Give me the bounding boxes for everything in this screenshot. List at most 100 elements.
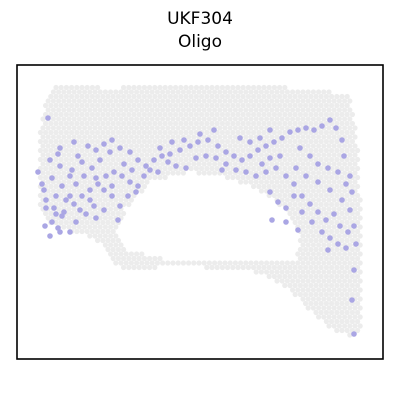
background-spot [147, 174, 153, 181]
background-spot [113, 224, 119, 230]
background-spot [40, 143, 46, 149]
background-spot [123, 170, 129, 176]
background-spot [282, 84, 288, 91]
highlight-spot [315, 179, 321, 185]
background-spot [245, 102, 251, 109]
background-spot [118, 179, 124, 185]
background-spot [204, 102, 210, 109]
background-spot [160, 116, 166, 122]
background-spot [147, 138, 153, 145]
background-spot [196, 116, 202, 122]
background-spot [339, 201, 345, 208]
background-spot [167, 165, 173, 172]
background-spot [347, 287, 353, 293]
background-spot [118, 116, 124, 122]
background-spot [334, 111, 340, 118]
background-spot [274, 179, 280, 185]
background-spot [323, 156, 329, 163]
background-spot [152, 111, 158, 118]
background-spot [295, 107, 301, 113]
background-spot [144, 98, 150, 104]
background-spot [342, 305, 348, 311]
background-spot [43, 120, 49, 127]
background-spot [152, 138, 158, 145]
background-spot [118, 242, 124, 248]
background-spot [108, 188, 114, 194]
background-spot [258, 179, 264, 185]
background-spot [256, 156, 262, 163]
background-spot [118, 152, 124, 158]
background-spot [131, 111, 137, 118]
background-spot [193, 147, 199, 154]
background-spot [191, 134, 197, 140]
background-spot [308, 210, 314, 217]
background-spot [115, 102, 121, 109]
background-spot [321, 143, 327, 149]
background-spot [318, 300, 324, 307]
highlight-spot [307, 201, 313, 207]
background-spot [82, 179, 88, 185]
highlight-spot [291, 181, 297, 187]
background-spot [121, 84, 127, 91]
background-spot [121, 120, 127, 127]
background-spot [217, 89, 223, 95]
background-spot [349, 201, 355, 208]
background-spot [149, 125, 155, 131]
background-spot [76, 98, 82, 104]
background-spot [334, 138, 340, 145]
background-spot [100, 201, 106, 208]
background-spot [240, 102, 246, 109]
background-spot [108, 206, 114, 212]
background-spot [61, 89, 67, 95]
background-spot [128, 89, 134, 95]
background-spot [95, 165, 101, 172]
background-spot [271, 84, 277, 91]
background-spot [261, 93, 267, 100]
background-spot [66, 206, 72, 212]
background-spot [261, 138, 267, 145]
background-spot [50, 107, 57, 113]
background-spot [76, 134, 82, 140]
chart-title: UKF304 [167, 9, 233, 29]
background-spot [232, 143, 238, 149]
background-spot [157, 255, 163, 262]
background-spot [344, 309, 350, 316]
background-spot [355, 210, 361, 217]
background-spot [102, 125, 108, 131]
background-spot [113, 233, 119, 239]
background-spot [110, 111, 116, 118]
background-spot [261, 264, 267, 271]
highlight-spot [63, 197, 69, 203]
background-spot [115, 237, 121, 244]
highlight-spot [117, 203, 123, 209]
background-spot [56, 125, 62, 131]
background-spot [136, 165, 142, 172]
background-spot [271, 264, 277, 271]
background-spot [277, 273, 283, 280]
background-spot [290, 287, 296, 293]
background-spot [74, 147, 80, 154]
background-spot [297, 138, 303, 145]
background-spot [193, 84, 199, 91]
background-spot [326, 278, 332, 284]
background-spot [102, 89, 108, 95]
background-spot [261, 174, 267, 181]
background-spot [308, 93, 314, 100]
highlight-spot [247, 153, 253, 159]
background-spot [136, 129, 142, 136]
background-spot [326, 143, 332, 149]
background-spot [310, 224, 316, 230]
background-spot [282, 93, 288, 100]
background-spot [321, 89, 327, 95]
background-spot [308, 192, 314, 199]
background-spot [313, 300, 319, 307]
background-spot [131, 264, 137, 271]
background-spot [139, 143, 145, 149]
highlight-spot [257, 135, 263, 141]
background-spot [235, 156, 241, 163]
background-spot [126, 138, 132, 145]
background-spot [295, 269, 301, 275]
highlight-spot [193, 155, 199, 161]
background-spot [310, 188, 316, 194]
background-spot [230, 264, 236, 271]
